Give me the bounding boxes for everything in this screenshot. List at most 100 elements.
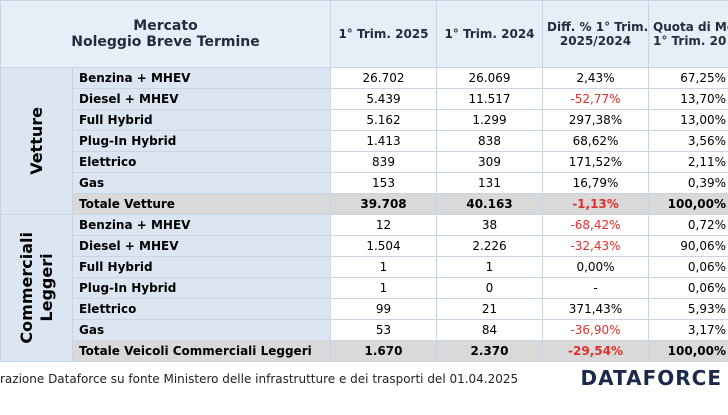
cell: 21	[436, 298, 543, 320]
row-label: Full Hybrid	[72, 256, 331, 278]
cell: 0,06%	[648, 256, 728, 278]
cell: 0,00%	[542, 256, 649, 278]
column-header: Quota di Me 1° Trim. 20	[648, 0, 728, 68]
cell: 5.439	[330, 88, 437, 110]
cell: -	[542, 277, 649, 299]
cell: 0,72%	[648, 214, 728, 236]
cell: -52,77%	[542, 88, 649, 110]
group-text: Vetture	[27, 107, 47, 175]
cell: -68,42%	[542, 214, 649, 236]
cell: 1.504	[330, 235, 437, 257]
cell: 0,39%	[648, 172, 728, 194]
table-row: Gas 53 84 -36,90% 3,17%	[1, 319, 728, 341]
market-table: Mercato Noleggio Breve Termine 1° Trim. 2…	[0, 0, 728, 362]
cell: 153	[330, 172, 437, 194]
cell: 39.708	[330, 193, 437, 215]
cell: 2,43%	[542, 67, 649, 89]
cell: 13,70%	[648, 88, 728, 110]
cell: 90,06%	[648, 235, 728, 257]
table-title: Mercato Noleggio Breve Termine	[0, 0, 331, 68]
cell: 309	[436, 151, 543, 173]
row-label: Diesel + MHEV	[72, 88, 331, 110]
cell: 1	[330, 256, 437, 278]
cell: 38	[436, 214, 543, 236]
cell: -32,43%	[542, 235, 649, 257]
row-label: Totale Veicoli Commerciali Leggeri	[72, 340, 331, 362]
row-label: Full Hybrid	[72, 109, 331, 131]
table-row: Full Hybrid 5.162 1.299 297,38% 13,00%	[1, 109, 728, 131]
cell: 40.163	[436, 193, 543, 215]
cell: 839	[330, 151, 437, 173]
cell: 838	[436, 130, 543, 152]
header-line: 1° Trim. 2024	[444, 27, 535, 41]
cell: 1	[330, 277, 437, 299]
table-row: Full Hybrid 1 1 0,00% 0,06%	[1, 256, 728, 278]
cell: 5.162	[330, 109, 437, 131]
cell: -1,13%	[542, 193, 649, 215]
cell: 99	[330, 298, 437, 320]
cell: 84	[436, 319, 543, 341]
cell: -29,54%	[542, 340, 649, 362]
cell: 1	[436, 256, 543, 278]
title-line: Noleggio Breve Termine	[71, 34, 260, 50]
table-row: Diesel + MHEV 1.504 2.226 -32,43% 90,06%	[1, 235, 728, 257]
group-line: Vetture	[26, 107, 46, 175]
header-line: Quota di Me	[653, 20, 728, 34]
cell: 26.702	[330, 67, 437, 89]
table-row: Vetture Benzina + MHEV 26.702 26.069 2,43% 67…	[0, 67, 728, 215]
cell: 11.517	[436, 88, 543, 110]
cell: 100,00%	[648, 193, 728, 215]
cell: 67,25%	[648, 67, 728, 89]
cell: 3,17%	[648, 319, 728, 341]
row-label: Totale Vetture	[72, 193, 331, 215]
row-label: Plug-In Hybrid	[72, 130, 331, 152]
cell: 68,62%	[542, 130, 649, 152]
cell: 371,43%	[542, 298, 649, 320]
header-line: Diff. % 1° Trim.	[547, 20, 649, 34]
cell: 131	[436, 172, 543, 194]
row-label: Plug-In Hybrid	[72, 277, 331, 299]
cell: 2.370	[436, 340, 543, 362]
cell: 0	[436, 277, 543, 299]
row-label: Benzina + MHEV	[72, 67, 331, 89]
cell: 26.069	[436, 67, 543, 89]
header-line: 1° Trim. 2025	[338, 27, 429, 41]
row-label: Gas	[72, 319, 331, 341]
row-label: Elettrico	[72, 151, 331, 173]
header-row: Mercato Noleggio Breve Termine 1° Trim. 2…	[0, 0, 728, 68]
source-note: razione Dataforce su fonte Ministero del…	[0, 372, 519, 386]
table-row: Diesel + MHEV 5.439 11.517 -52,77% 13,70%	[1, 88, 728, 110]
table-row: Plug-In Hybrid 1 0-0,06%	[1, 277, 728, 299]
header-line: 1° Trim. 20	[653, 34, 727, 48]
group-text: Commerciali Leggeri	[17, 232, 57, 344]
cell: 0,06%	[648, 277, 728, 299]
cell: 171,52%	[542, 151, 649, 173]
table-row: Plug-In Hybrid 1.413 838 68,62% 3,56%	[1, 130, 728, 152]
cell: 100,00%	[648, 340, 728, 362]
cell: -36,90%	[542, 319, 649, 341]
total-row: Totale Vetture 39.708 40.163 -1,13% 100,00%	[1, 193, 728, 215]
cell: 2,11%	[648, 151, 728, 173]
row-label: Gas	[72, 172, 331, 194]
cell: 13,00%	[648, 109, 728, 131]
group-label: Commerciali Leggeri	[0, 214, 73, 362]
cell: 297,38%	[542, 109, 649, 131]
cell: 5,93%	[648, 298, 728, 320]
cell: 3,56%	[648, 130, 728, 152]
column-header: Diff. % 1° Trim. 2025/2024	[542, 0, 649, 68]
cell: 1.299	[436, 109, 543, 131]
group-label: Vetture	[0, 67, 73, 215]
table-row: Elettrico 99 21 371,43% 5,93%	[1, 298, 728, 320]
cell: 12	[330, 214, 437, 236]
total-row: Totale Veicoli Commerciali Leggeri 1.670 2…	[1, 340, 728, 362]
row-label: Diesel + MHEV	[72, 235, 331, 257]
cell: 16,79%	[542, 172, 649, 194]
group-line: Leggeri	[36, 253, 56, 323]
title-line: Mercato	[133, 18, 198, 34]
logo: DATAFORCE	[580, 366, 722, 390]
column-header: 1° Trim. 2024	[436, 0, 543, 68]
row-label: Benzina + MHEV	[72, 214, 331, 236]
table-row: Elettrico 839 309 171,52% 2,11%	[1, 151, 728, 173]
group-line: Commerciali	[16, 232, 36, 344]
